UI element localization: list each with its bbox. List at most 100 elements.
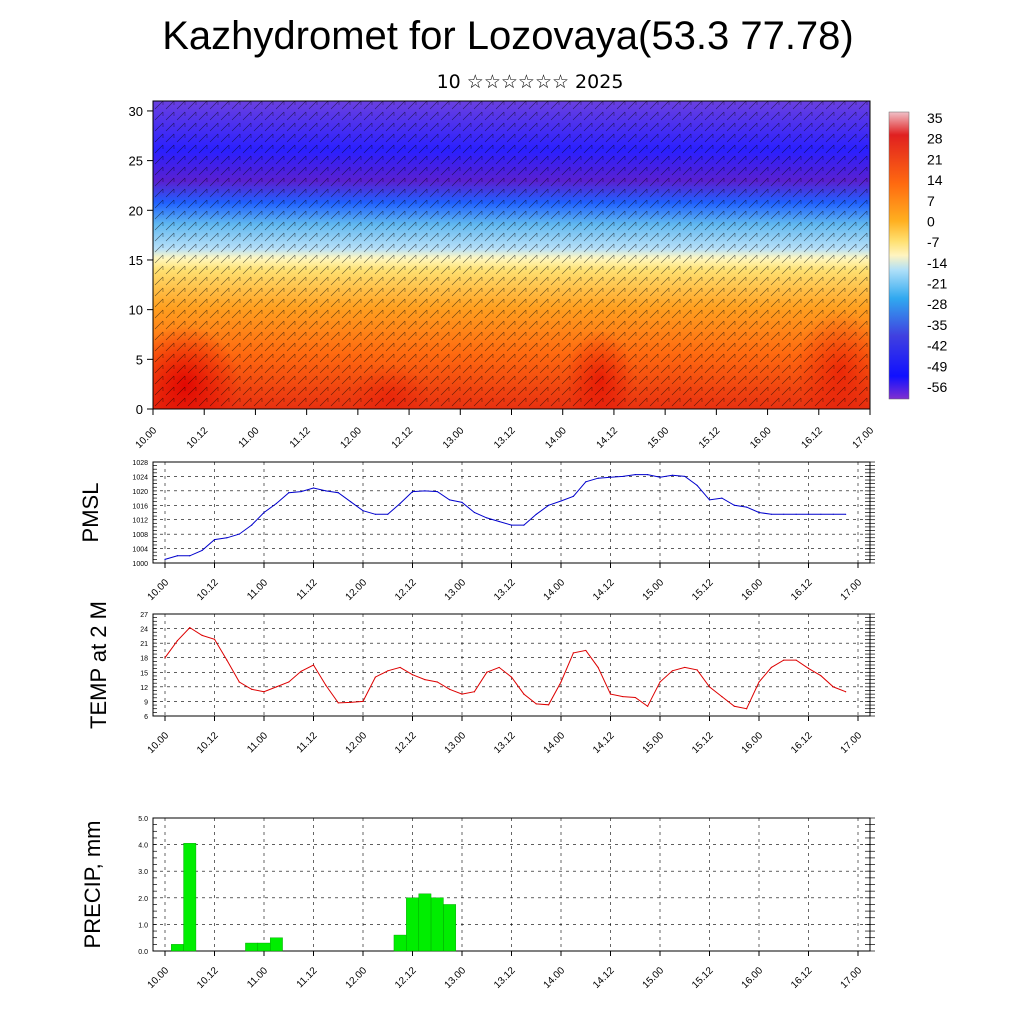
data-point: [238, 681, 240, 683]
data-point: [770, 666, 772, 669]
data-point: [634, 696, 636, 699]
data-point: [275, 502, 277, 505]
data-point: [473, 511, 475, 514]
x-tick-label: 16.00: [740, 965, 766, 991]
data-point: [585, 481, 587, 483]
x-tick-label: 11.00: [245, 730, 270, 755]
data-point: [486, 517, 488, 519]
x-tick-label: 14.00: [542, 730, 568, 756]
y-tick-label: 30: [129, 104, 143, 119]
x-tick-label: 14.00: [542, 965, 568, 991]
data-point: [263, 691, 265, 693]
data-point: [548, 504, 550, 506]
data-point: [696, 484, 698, 487]
y-tick-label: 0.0: [138, 949, 148, 956]
data-point: [634, 474, 636, 476]
y-tick-label: 20: [129, 203, 143, 218]
y-tick-label: 1020: [132, 489, 148, 496]
data-point: [647, 474, 649, 476]
x-tick-label: 10.00: [134, 425, 160, 451]
data-point: [189, 627, 191, 629]
x-tick-label: 15.12: [697, 425, 723, 451]
series-line: [164, 626, 846, 710]
x-tick-label: 13.00: [443, 730, 469, 756]
precip-bar: [183, 843, 197, 952]
y-tick-label: 1008: [132, 532, 148, 539]
data-point: [523, 693, 525, 695]
x-tick-label: 17.00: [839, 965, 865, 991]
precip-bar: [430, 897, 444, 952]
x-tick-label: 12.00: [344, 965, 370, 991]
precip-bar: [393, 934, 407, 952]
precip-bar: [269, 937, 283, 952]
precip-bar: [170, 944, 184, 952]
precip-bar: [418, 893, 432, 952]
data-point: [560, 681, 562, 683]
y-axis-title: PMSL: [78, 483, 103, 543]
x-tick-label: 12.12: [393, 730, 419, 756]
data-point: [399, 666, 401, 669]
cross-section-panel: 0 5 10 15 20 25 30 10.00 10.12 11.00 11.12 12.00 12.…: [129, 100, 947, 451]
y-tick-label: 1012: [132, 518, 148, 525]
data-point: [721, 695, 723, 698]
y-tick-label: 15: [140, 670, 148, 677]
colorbar-label: -35: [927, 317, 947, 333]
colorbar-label: 0: [927, 213, 935, 229]
y-axis-title: TEMP at 2 M: [86, 601, 111, 729]
data-point: [461, 501, 463, 503]
x-tick-label: 15.12: [690, 577, 716, 603]
data-point: [585, 649, 587, 652]
data-point: [288, 492, 290, 494]
x-tick-label: 11.12: [295, 965, 320, 990]
data-point: [510, 524, 513, 526]
x-tick-label: 11.12: [295, 730, 320, 755]
data-point: [337, 702, 339, 704]
colorbar-label: -21: [927, 276, 947, 292]
x-tick-label: 10.12: [195, 577, 221, 603]
y-tick-label: 5.0: [138, 816, 148, 823]
colorbar-label: 28: [927, 131, 943, 147]
data-point: [263, 511, 265, 514]
data-point: [362, 700, 364, 703]
data-point: [770, 513, 772, 515]
data-point: [164, 558, 166, 560]
x-tick-label: 17.00: [839, 577, 865, 603]
data-point: [387, 670, 389, 672]
y-tick-label: 6: [144, 714, 148, 721]
data-point: [449, 499, 451, 501]
y-tick-label: 1016: [132, 503, 148, 510]
y-tick-label: 4.0: [138, 843, 148, 850]
data-point: [486, 671, 488, 673]
data-point: [548, 704, 550, 706]
data-point: [684, 666, 686, 669]
data-point: [758, 681, 760, 683]
y-tick-label: 24: [140, 627, 148, 634]
data-point: [461, 693, 463, 695]
data-point: [535, 513, 537, 515]
data-point: [411, 674, 414, 676]
data-point: [684, 475, 686, 478]
data-point: [300, 670, 302, 672]
data-point: [251, 688, 253, 690]
colorbar: [888, 111, 910, 400]
wind-barbs: [153, 101, 870, 409]
x-tick-label: 16.12: [789, 577, 815, 603]
series-line: [164, 474, 846, 560]
y-tick-label: 18: [140, 656, 148, 663]
data-point: [424, 678, 426, 681]
y-tick-label: 27: [140, 612, 148, 619]
x-tick-label: 14.00: [542, 577, 568, 603]
colorbar-label: 35: [927, 110, 943, 126]
x-tick-label: 16.00: [748, 425, 774, 451]
precip-bar: [257, 942, 271, 952]
data-point: [597, 666, 599, 669]
data-point: [275, 686, 277, 688]
x-tick-label: 10.12: [185, 425, 211, 451]
x-tick-label: 11.00: [245, 577, 270, 602]
y-tick-label: 1024: [132, 474, 148, 481]
y-tick-label: 1028: [132, 460, 148, 467]
chart-subtitle: 10 ☆☆☆☆☆☆ 2025: [436, 71, 624, 93]
x-tick-label: 13.00: [443, 577, 469, 603]
colorbar-label: -28: [927, 296, 947, 312]
data-point: [721, 497, 723, 499]
